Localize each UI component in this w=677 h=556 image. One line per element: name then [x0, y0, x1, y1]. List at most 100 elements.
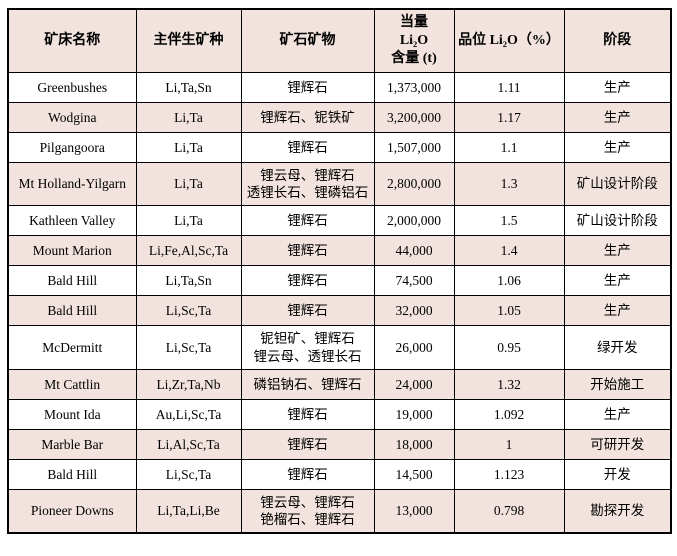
cell-name: McDermitt — [7, 325, 137, 370]
table-row: Marble Bar Li,Al,Sc,Ta 锂辉石 18,000 1 可研开发 — [7, 428, 672, 460]
column-header-li2o: 当量 Li₂O 含量 (t) — [373, 8, 455, 73]
cell-grade: 1.5 — [453, 205, 565, 237]
cell-li2o: 32,000 — [373, 295, 455, 327]
cell-grade: 1.4 — [453, 235, 565, 267]
cell-li2o: 3,200,000 — [373, 101, 455, 133]
table-row: Greenbushes Li,Ta,Sn 锂辉石 1,373,000 1.11 生产 — [7, 71, 672, 103]
cell-assoc: Li,Ta — [135, 205, 242, 237]
cell-minerals: 锂辉石 — [240, 458, 375, 490]
cell-stage: 生产 — [563, 101, 672, 133]
table-row: Pilgangoora Li,Ta 锂辉石 1,507,000 1.1 生产 — [7, 131, 672, 163]
cell-stage: 生产 — [563, 398, 672, 430]
cell-stage: 生产 — [563, 295, 672, 327]
cell-assoc: Li,Ta — [135, 101, 242, 133]
cell-assoc: Li,Ta — [135, 131, 242, 163]
cell-li2o: 24,000 — [373, 368, 455, 400]
cell-assoc: Li,Al,Sc,Ta — [135, 428, 242, 460]
column-header-stage: 阶段 — [563, 8, 672, 73]
cell-grade: 1.06 — [453, 265, 565, 297]
lithium-deposit-table: 矿床名称 主伴生矿种 矿石矿物 当量 Li₂O 含量 (t) 品位 Li₂O（%） 阶段 … — [7, 8, 672, 535]
cell-li2o: 1,373,000 — [373, 71, 455, 103]
cell-name: Mt Cattlin — [7, 368, 137, 400]
cell-stage: 勘探开发 — [563, 488, 672, 534]
cell-stage: 绿开发 — [563, 325, 672, 370]
cell-minerals: 磷铝钠石、锂辉石 — [240, 368, 375, 400]
cell-stage: 可研开发 — [563, 428, 672, 460]
cell-name: Pioneer Downs — [7, 488, 137, 534]
table-row: Kathleen Valley Li,Ta 锂辉石 2,000,000 1.5 矿山设计阶… — [7, 205, 672, 237]
cell-grade: 1.32 — [453, 368, 565, 400]
table-row: Mt Cattlin Li,Zr,Ta,Nb 磷铝钠石、锂辉石 24,000 1.32 开… — [7, 368, 672, 400]
table-row: McDermitt Li,Sc,Ta 铌钽矿、锂辉石 锂云母、透锂长石 26,000 0… — [7, 325, 672, 370]
table-row: Pioneer Downs Li,Ta,Li,Be 锂云母、锂辉石 铯榴石、锂辉石 1… — [7, 488, 672, 534]
cell-grade: 1.17 — [453, 101, 565, 133]
cell-minerals: 锂辉石、铌铁矿 — [240, 101, 375, 133]
cell-minerals: 锂辉石 — [240, 398, 375, 430]
cell-assoc: Li,Ta — [135, 161, 242, 207]
column-header-assoc: 主伴生矿种 — [135, 8, 242, 73]
cell-minerals: 锂辉石 — [240, 265, 375, 297]
cell-grade: 0.95 — [453, 325, 565, 370]
cell-li2o: 2,800,000 — [373, 161, 455, 207]
cell-assoc: Li,Ta,Sn — [135, 265, 242, 297]
cell-minerals: 锂辉石 — [240, 295, 375, 327]
cell-name: Mount Marion — [7, 235, 137, 267]
cell-stage: 开始施工 — [563, 368, 672, 400]
cell-grade: 1.11 — [453, 71, 565, 103]
table-row: Mt Holland-Yilgarn Li,Ta 锂云母、锂辉石 透锂长石、锂磷铝石… — [7, 161, 672, 207]
cell-li2o: 19,000 — [373, 398, 455, 430]
cell-assoc: Li,Ta,Li,Be — [135, 488, 242, 534]
cell-name: Bald Hill — [7, 458, 137, 490]
cell-stage: 生产 — [563, 265, 672, 297]
cell-li2o: 18,000 — [373, 428, 455, 460]
table-row: Bald Hill Li,Sc,Ta 锂辉石 14,500 1.123 开发 — [7, 458, 672, 490]
table-header: 矿床名称 主伴生矿种 矿石矿物 当量 Li₂O 含量 (t) 品位 Li₂O（%） 阶段 — [7, 8, 672, 73]
cell-stage: 生产 — [563, 71, 672, 103]
cell-minerals: 锂辉石 — [240, 71, 375, 103]
cell-minerals: 锂辉石 — [240, 428, 375, 460]
cell-minerals: 锂辉石 — [240, 205, 375, 237]
cell-minerals: 锂辉石 — [240, 131, 375, 163]
cell-li2o: 44,000 — [373, 235, 455, 267]
cell-li2o: 74,500 — [373, 265, 455, 297]
table-row: Mount Marion Li,Fe,Al,Sc,Ta 锂辉石 44,000 1.4 生产 — [7, 235, 672, 267]
cell-li2o: 13,000 — [373, 488, 455, 534]
cell-assoc: Li,Ta,Sn — [135, 71, 242, 103]
cell-stage: 矿山设计阶段 — [563, 205, 672, 237]
cell-li2o: 1,507,000 — [373, 131, 455, 163]
cell-name: Mt Holland-Yilgarn — [7, 161, 137, 207]
table-row: Bald Hill Li,Sc,Ta 锂辉石 32,000 1.05 生产 — [7, 295, 672, 327]
cell-stage: 开发 — [563, 458, 672, 490]
cell-name: Bald Hill — [7, 265, 137, 297]
cell-assoc: Li,Sc,Ta — [135, 458, 242, 490]
table-body: Greenbushes Li,Ta,Sn 锂辉石 1,373,000 1.11 生产 Wod… — [7, 71, 672, 534]
cell-grade: 1.1 — [453, 131, 565, 163]
column-header-name: 矿床名称 — [7, 8, 137, 73]
cell-grade: 0.798 — [453, 488, 565, 534]
header-row: 矿床名称 主伴生矿种 矿石矿物 当量 Li₂O 含量 (t) 品位 Li₂O（%） 阶段 — [7, 8, 672, 73]
column-header-minerals: 矿石矿物 — [240, 8, 375, 73]
cell-assoc: Li,Sc,Ta — [135, 325, 242, 370]
cell-name: Greenbushes — [7, 71, 137, 103]
cell-name: Kathleen Valley — [7, 205, 137, 237]
table-row: Wodgina Li,Ta 锂辉石、铌铁矿 3,200,000 1.17 生产 — [7, 101, 672, 133]
cell-li2o: 2,000,000 — [373, 205, 455, 237]
cell-name: Bald Hill — [7, 295, 137, 327]
cell-assoc: Li,Sc,Ta — [135, 295, 242, 327]
cell-minerals: 铌钽矿、锂辉石 锂云母、透锂长石 — [240, 325, 375, 370]
cell-minerals: 锂云母、锂辉石 透锂长石、锂磷铝石 — [240, 161, 375, 207]
column-header-grade: 品位 Li₂O（%） — [453, 8, 565, 73]
cell-assoc: Li,Zr,Ta,Nb — [135, 368, 242, 400]
cell-grade: 1.3 — [453, 161, 565, 207]
cell-name: Mount Ida — [7, 398, 137, 430]
cell-minerals: 锂云母、锂辉石 铯榴石、锂辉石 — [240, 488, 375, 534]
cell-stage: 生产 — [563, 131, 672, 163]
cell-grade: 1.123 — [453, 458, 565, 490]
cell-name: Marble Bar — [7, 428, 137, 460]
table-row: Mount Ida Au,Li,Sc,Ta 锂辉石 19,000 1.092 生产 — [7, 398, 672, 430]
cell-minerals: 锂辉石 — [240, 235, 375, 267]
cell-grade: 1.05 — [453, 295, 565, 327]
cell-assoc: Li,Fe,Al,Sc,Ta — [135, 235, 242, 267]
cell-grade: 1.092 — [453, 398, 565, 430]
